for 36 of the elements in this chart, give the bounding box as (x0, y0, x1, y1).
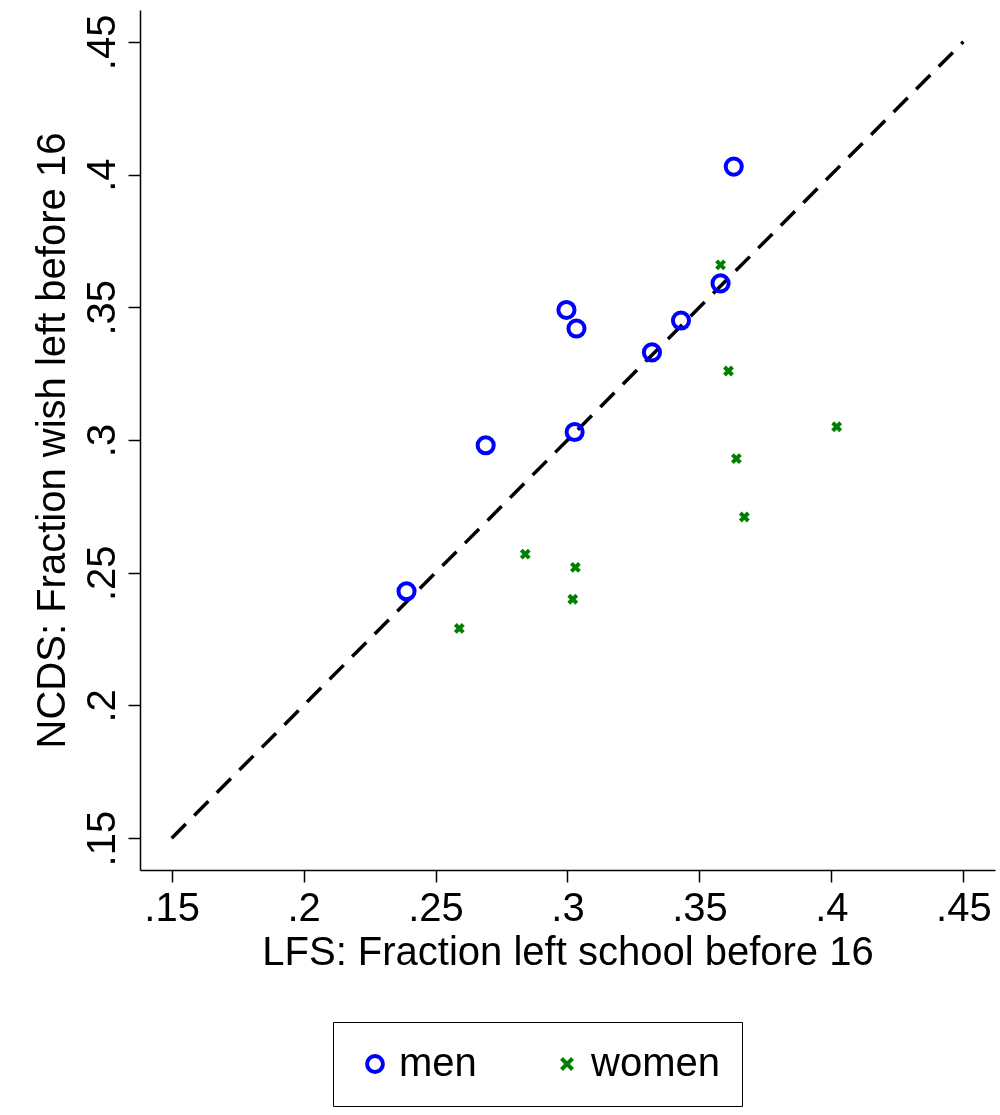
y-axis-title: NCDS: Fraction wish left before 16 (28, 132, 73, 749)
point (396, 581, 417, 602)
point (519, 548, 532, 561)
x-tick-label: .25 (408, 884, 464, 929)
x-axis-title: LFS: Fraction left school before 16 (262, 928, 874, 973)
point (566, 593, 579, 606)
legend-label: women (590, 1040, 720, 1084)
point (830, 420, 843, 433)
legend-label: men (399, 1040, 477, 1084)
point (564, 421, 585, 443)
point (569, 561, 582, 574)
x-tick-label: .3 (551, 884, 585, 929)
y-tick-label: .35 (78, 279, 123, 336)
y-tick-label: .45 (78, 14, 123, 71)
x-tick-label: .45 (936, 884, 992, 929)
point (475, 435, 496, 456)
point (641, 342, 663, 363)
x-tick-label: .35 (672, 884, 728, 929)
point (723, 156, 744, 177)
point (710, 273, 731, 294)
x-tick-label: .4 (815, 884, 849, 929)
y-tick-label: .2 (78, 689, 123, 723)
point (730, 452, 743, 465)
point (738, 510, 751, 523)
point (670, 310, 692, 331)
y-tick-label: .15 (78, 810, 123, 867)
y-tick-label: .25 (78, 545, 123, 602)
point (722, 365, 735, 377)
x-tick-label: .15 (144, 884, 200, 929)
y-tick-label: .4 (78, 158, 123, 192)
point (556, 299, 577, 320)
x-tick-label: .2 (287, 884, 321, 929)
point (714, 258, 727, 271)
point (453, 622, 466, 635)
y-tick-label: .3 (78, 423, 123, 458)
point (566, 318, 587, 339)
